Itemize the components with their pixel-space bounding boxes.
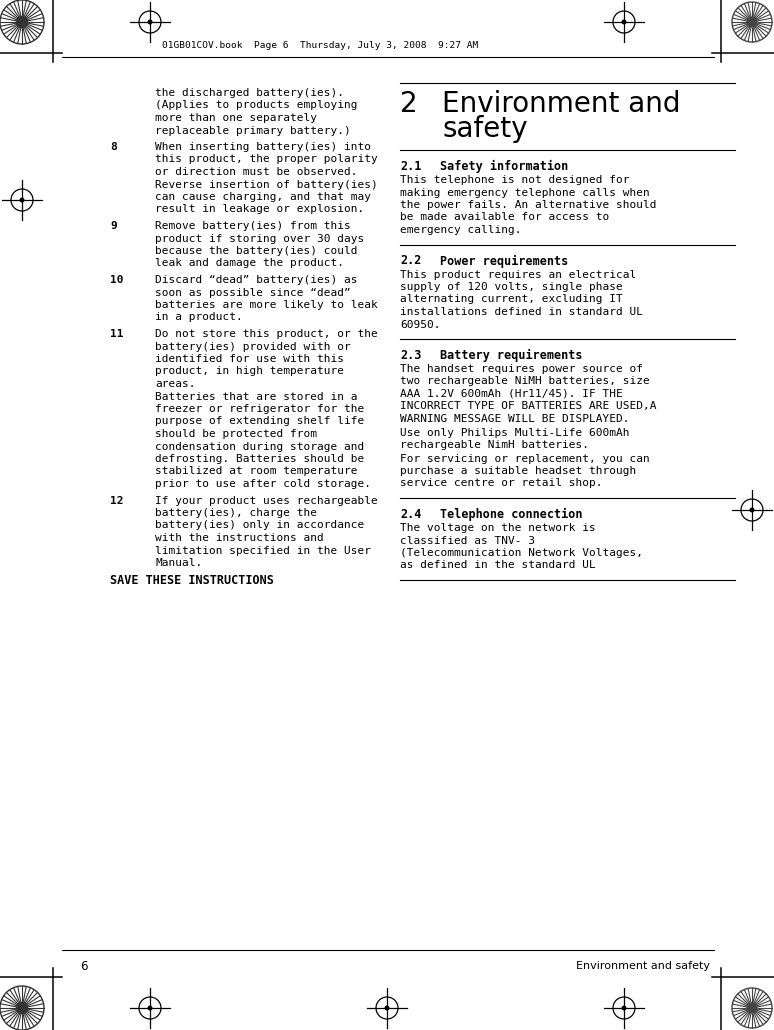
Text: or direction must be observed.: or direction must be observed. <box>155 167 358 177</box>
Text: stabilized at room temperature: stabilized at room temperature <box>155 467 358 477</box>
Text: replaceable primary battery.): replaceable primary battery.) <box>155 126 351 136</box>
Text: this product, the proper polarity: this product, the proper polarity <box>155 154 378 165</box>
Text: This product requires an electrical: This product requires an electrical <box>400 270 636 279</box>
Text: prior to use after cold storage.: prior to use after cold storage. <box>155 479 371 489</box>
Circle shape <box>148 20 152 25</box>
Circle shape <box>622 20 626 25</box>
Text: 2.2: 2.2 <box>400 254 421 268</box>
Text: This telephone is not designed for: This telephone is not designed for <box>400 175 629 185</box>
Text: leak and damage the product.: leak and damage the product. <box>155 259 344 269</box>
Text: rechargeable NimH batteries.: rechargeable NimH batteries. <box>400 440 589 450</box>
Text: The voltage on the network is: The voltage on the network is <box>400 523 596 533</box>
Text: condensation during storage and: condensation during storage and <box>155 442 365 451</box>
Text: If your product uses rechargeable: If your product uses rechargeable <box>155 495 378 506</box>
Text: 2: 2 <box>400 90 418 118</box>
Circle shape <box>385 1005 389 1010</box>
Text: 11: 11 <box>110 329 124 339</box>
Text: 01GB01COV.book  Page 6  Thursday, July 3, 2008  9:27 AM: 01GB01COV.book Page 6 Thursday, July 3, … <box>162 40 478 49</box>
Text: the power fails. An alternative should: the power fails. An alternative should <box>400 200 656 210</box>
Text: WARNING MESSAGE WILL BE DISPLAYED.: WARNING MESSAGE WILL BE DISPLAYED. <box>400 414 629 424</box>
Text: with the instructions and: with the instructions and <box>155 533 324 543</box>
Text: can cause charging, and that may: can cause charging, and that may <box>155 192 371 202</box>
Text: For servicing or replacement, you can: For servicing or replacement, you can <box>400 453 649 464</box>
Text: the discharged battery(ies).: the discharged battery(ies). <box>155 88 344 98</box>
Text: 2.1: 2.1 <box>400 160 421 173</box>
Text: alternating current, excluding IT: alternating current, excluding IT <box>400 295 623 305</box>
Text: 8: 8 <box>110 142 117 152</box>
Text: Environment and: Environment and <box>442 90 680 118</box>
Text: (Telecommunication Network Voltages,: (Telecommunication Network Voltages, <box>400 548 643 558</box>
Text: Reverse insertion of battery(ies): Reverse insertion of battery(ies) <box>155 179 378 190</box>
Text: Remove battery(ies) from this: Remove battery(ies) from this <box>155 221 351 231</box>
Text: 9: 9 <box>110 221 117 231</box>
Text: AAA 1.2V 600mAh (Hr11/45). IF THE: AAA 1.2V 600mAh (Hr11/45). IF THE <box>400 389 623 399</box>
Text: 2.3: 2.3 <box>400 349 421 362</box>
Text: SAVE THESE INSTRUCTIONS: SAVE THESE INSTRUCTIONS <box>110 575 274 587</box>
Text: Battery requirements: Battery requirements <box>440 349 583 363</box>
Text: Environment and safety: Environment and safety <box>576 961 710 971</box>
Text: defrosting. Batteries should be: defrosting. Batteries should be <box>155 454 365 464</box>
Text: 10: 10 <box>110 275 124 285</box>
Text: product, in high temperature: product, in high temperature <box>155 367 344 377</box>
Text: battery(ies) only in accordance: battery(ies) only in accordance <box>155 520 365 530</box>
Text: 2.4: 2.4 <box>400 508 421 521</box>
Text: 12: 12 <box>110 495 124 506</box>
Text: When inserting battery(ies) into: When inserting battery(ies) into <box>155 142 371 152</box>
Text: Batteries that are stored in a: Batteries that are stored in a <box>155 391 358 402</box>
Text: Safety information: Safety information <box>440 160 568 173</box>
Text: 60950.: 60950. <box>400 319 440 330</box>
Text: classified as TNV- 3: classified as TNV- 3 <box>400 536 535 546</box>
Text: areas.: areas. <box>155 379 196 389</box>
Circle shape <box>19 198 25 203</box>
Text: in a product.: in a product. <box>155 312 243 322</box>
Text: Discard “dead” battery(ies) as: Discard “dead” battery(ies) as <box>155 275 358 285</box>
Text: battery(ies), charge the: battery(ies), charge the <box>155 508 317 518</box>
Text: 6: 6 <box>80 960 87 972</box>
Circle shape <box>749 508 755 513</box>
Text: making emergency telephone calls when: making emergency telephone calls when <box>400 187 649 198</box>
Text: because the battery(ies) could: because the battery(ies) could <box>155 246 358 256</box>
Text: INCORRECT TYPE OF BATTERIES ARE USED,A: INCORRECT TYPE OF BATTERIES ARE USED,A <box>400 402 656 412</box>
Text: Do not store this product, or the: Do not store this product, or the <box>155 329 378 339</box>
Text: Manual.: Manual. <box>155 558 202 568</box>
Text: result in leakage or explosion.: result in leakage or explosion. <box>155 205 365 214</box>
Text: (Applies to products employing: (Applies to products employing <box>155 101 358 110</box>
Text: Power requirements: Power requirements <box>440 254 568 268</box>
Text: soon as possible since “dead”: soon as possible since “dead” <box>155 287 351 298</box>
Text: emergency calling.: emergency calling. <box>400 225 522 235</box>
Text: Telephone connection: Telephone connection <box>440 508 583 521</box>
Circle shape <box>15 1002 28 1015</box>
Text: purchase a suitable headset through: purchase a suitable headset through <box>400 466 636 476</box>
Text: limitation specified in the User: limitation specified in the User <box>155 546 371 555</box>
Circle shape <box>746 1002 758 1014</box>
Circle shape <box>746 16 758 28</box>
Text: battery(ies) provided with or: battery(ies) provided with or <box>155 342 351 351</box>
Text: service centre or retail shop.: service centre or retail shop. <box>400 479 602 488</box>
Text: more than one separately: more than one separately <box>155 113 317 123</box>
Text: freezer or refrigerator for the: freezer or refrigerator for the <box>155 404 365 414</box>
Circle shape <box>622 1005 626 1010</box>
Text: be made available for access to: be made available for access to <box>400 212 609 222</box>
Text: Use only Philips Multi-Life 600mAh: Use only Philips Multi-Life 600mAh <box>400 427 629 438</box>
Text: product if storing over 30 days: product if storing over 30 days <box>155 234 365 243</box>
Text: safety: safety <box>442 115 528 143</box>
Text: purpose of extending shelf life: purpose of extending shelf life <box>155 416 365 426</box>
Text: as defined in the standard UL: as defined in the standard UL <box>400 560 596 571</box>
Text: supply of 120 volts, single phase: supply of 120 volts, single phase <box>400 282 623 291</box>
Circle shape <box>15 15 28 28</box>
Text: The handset requires power source of: The handset requires power source of <box>400 364 643 374</box>
Text: installations defined in standard UL: installations defined in standard UL <box>400 307 643 317</box>
Text: identified for use with this: identified for use with this <box>155 354 344 364</box>
Text: batteries are more likely to leak: batteries are more likely to leak <box>155 300 378 310</box>
Text: two rechargeable NiMH batteries, size: two rechargeable NiMH batteries, size <box>400 377 649 386</box>
Text: should be protected from: should be protected from <box>155 430 317 439</box>
Circle shape <box>148 1005 152 1010</box>
